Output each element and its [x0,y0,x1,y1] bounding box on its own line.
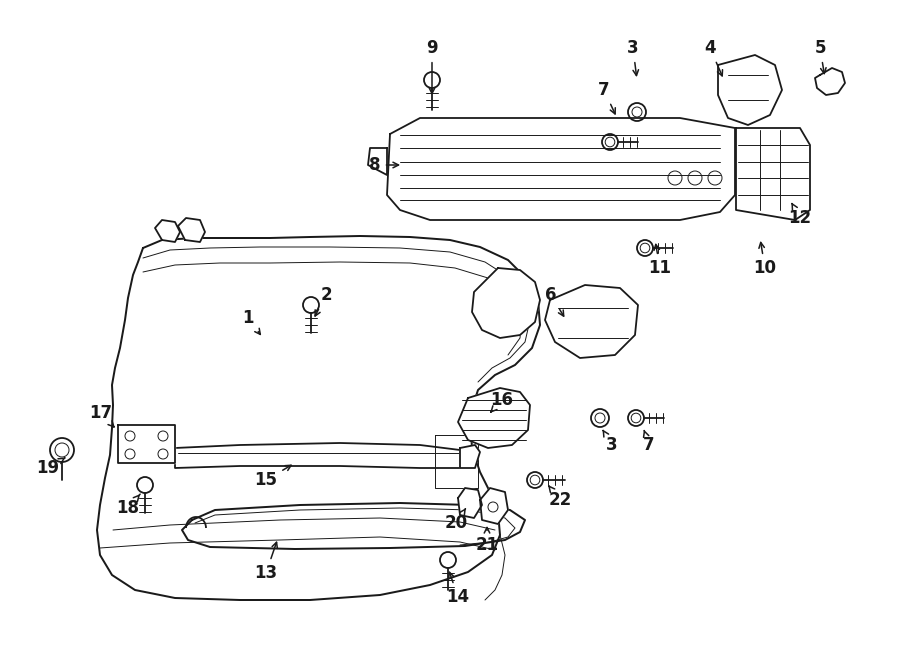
Polygon shape [815,68,845,95]
Text: 18: 18 [116,494,140,517]
Polygon shape [460,445,480,468]
Text: 12: 12 [788,204,812,227]
Text: 3: 3 [603,430,617,454]
Polygon shape [480,488,508,524]
Polygon shape [97,236,540,600]
Polygon shape [387,118,735,220]
Polygon shape [718,55,782,125]
Polygon shape [182,503,525,549]
Text: 13: 13 [255,542,277,582]
Text: 16: 16 [491,391,514,412]
Text: 17: 17 [89,404,114,427]
Polygon shape [472,268,540,338]
Text: 9: 9 [427,39,437,93]
Text: 6: 6 [545,286,563,316]
Text: 3: 3 [627,39,639,75]
Text: 15: 15 [255,465,291,489]
Text: 8: 8 [369,156,399,174]
Text: 5: 5 [814,39,826,73]
Polygon shape [155,220,180,242]
Polygon shape [545,285,638,358]
Text: 11: 11 [649,245,671,277]
Polygon shape [368,148,387,175]
Polygon shape [458,388,530,448]
Polygon shape [178,218,205,242]
Polygon shape [458,488,482,518]
Text: 4: 4 [704,39,723,76]
Text: 22: 22 [548,486,572,509]
Polygon shape [118,425,175,463]
Text: 19: 19 [36,458,65,477]
Text: 21: 21 [475,527,499,554]
Text: 1: 1 [242,309,260,334]
Text: 7: 7 [644,430,655,454]
Polygon shape [175,443,462,468]
Text: 2: 2 [315,286,332,316]
Text: 7: 7 [598,81,616,114]
Polygon shape [736,128,810,220]
Text: 20: 20 [445,509,468,532]
Text: 14: 14 [446,572,470,606]
Text: 10: 10 [753,243,777,277]
